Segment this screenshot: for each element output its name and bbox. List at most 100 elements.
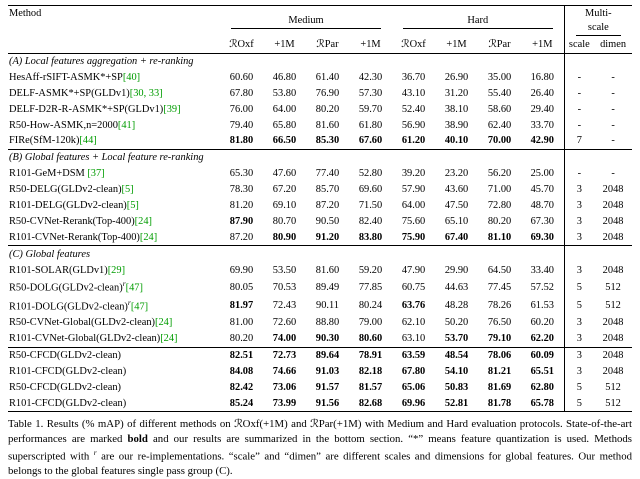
citation-link[interactable]: [24]	[160, 333, 178, 345]
value-cell: 82.42	[229, 381, 254, 393]
section-header-filler	[563, 52, 633, 70]
value-cell: 55.40	[487, 87, 512, 99]
section-header-filler	[563, 245, 633, 263]
method-cell: R50-DELG(GLDv2-clean)[5]	[8, 182, 220, 198]
value-cell: 38.90	[444, 119, 469, 131]
value-cell: 64.00	[272, 103, 297, 115]
citation-link[interactable]: [24]	[134, 215, 152, 227]
value-cell: 75.90	[401, 231, 426, 243]
table-row: R101-DELG(GLDv2-clean)[5] 81.20 69.10 87.20…	[8, 197, 632, 214]
value-cell: 72.80	[487, 200, 512, 211]
value-cell: 42.90	[530, 135, 554, 147]
value-cell: 2048	[602, 215, 624, 227]
value-cell: 80.24	[358, 300, 383, 312]
value-cell: 56.90	[401, 119, 426, 131]
value-cell: 47.90	[401, 264, 426, 276]
value-cell: 61.80	[358, 119, 383, 131]
citation-link[interactable]: [44]	[79, 135, 97, 147]
value-cell: 67.80	[401, 365, 426, 377]
value-cell: 70.00	[487, 135, 512, 147]
value-cell: 2048	[602, 264, 624, 276]
citation-link[interactable]: [39]	[163, 103, 181, 115]
citation-link[interactable]: [47]	[125, 282, 143, 294]
column-header: dimen	[600, 39, 627, 51]
value-cell: 81.97	[229, 300, 254, 312]
value-cell: 81.20	[229, 200, 254, 211]
value-cell: 80.20	[315, 103, 340, 115]
table-row: R50-CFCD(GLDv2-clean) 82.51 72.73 89.64 78.9…	[8, 346, 633, 364]
value-cell: -	[563, 85, 595, 102]
method-cell: R101-CVNet-Global(GLDv2-clean)[24]	[8, 331, 220, 347]
value-cell: 78.30	[229, 184, 254, 196]
caption-segment: r	[93, 447, 97, 457]
citation-link[interactable]: [47]	[130, 301, 149, 313]
value-cell: 47.60	[272, 168, 297, 180]
value-cell: 3	[563, 346, 595, 364]
value-cell: 3	[563, 330, 595, 348]
value-cell: 57.52	[530, 281, 554, 293]
value-cell: 85.70	[315, 184, 340, 196]
method-cell: DELF-ASMK*+SP(GLDv1)[30, 33]	[8, 86, 220, 102]
value-cell: 65.30	[229, 168, 254, 180]
value-cell: 67.40	[444, 231, 469, 243]
citation-link[interactable]: [41]	[117, 119, 136, 131]
column-header-method: Method	[9, 8, 42, 20]
table-row: R101-CFCD(GLDv2-clean) 85.24 73.99 91.56 82.…	[8, 395, 632, 412]
value-cell: 3	[563, 262, 595, 279]
value-cell: 73.06	[272, 381, 297, 393]
value-cell: 87.20	[229, 231, 254, 243]
citation-link[interactable]: [30, 33]	[129, 87, 163, 99]
value-cell: 91.20	[315, 231, 340, 243]
value-cell: 80.70	[272, 215, 297, 227]
citation-link[interactable]: [5]	[121, 184, 134, 196]
value-cell: 2048	[602, 333, 624, 345]
value-cell: 78.91	[349, 346, 393, 364]
value-cell: 43.10	[401, 87, 426, 99]
citation-link[interactable]: [29]	[107, 264, 126, 276]
value-cell: 85.24	[229, 397, 254, 409]
method-name: DELF-ASMK*+SP(GLDv1)	[9, 87, 130, 99]
column-group-header: Hard	[392, 6, 564, 37]
method-cell: HesAff-rSIFT-ASMK*+SP[40]	[8, 70, 220, 86]
value-cell: 80.05	[229, 281, 254, 293]
value-cell: 64.00	[401, 200, 426, 211]
table-row: DELF-ASMK*+SP(GLDv1)[30, 33] 67.80 53.80 76…	[8, 85, 632, 102]
table-row: R50-CVNet-Global(GLDv2-clean)[24] 81.00 72…	[8, 314, 632, 331]
value-cell: 62.10	[401, 317, 426, 329]
value-cell: 57.90	[401, 184, 426, 196]
value-cell: 60.20	[530, 317, 554, 329]
value-cell: 3	[563, 229, 595, 246]
method-name: R101-DELG(GLDv2-clean)	[9, 200, 127, 211]
value-cell: 25.00	[530, 168, 554, 180]
method-cell: DELF-D2R-R-ASMK*+SP(GLDv1)[39]	[8, 101, 220, 117]
citation-link[interactable]: [40]	[122, 71, 141, 83]
value-cell: 42.30	[358, 71, 383, 83]
value-cell: 33.70	[530, 119, 554, 131]
citation-link[interactable]: [5]	[126, 200, 139, 211]
table-row: R50-DOLG(GLDv2-clean)r[47] 80.05 70.53 89.4…	[8, 278, 632, 297]
value-cell: 29.90	[444, 264, 469, 276]
column-header: ℛPar	[488, 39, 511, 51]
value-cell: 56.20	[487, 168, 512, 180]
value-cell: 45.70	[530, 184, 554, 196]
method-name: R50-CVNet-Rerank(Top-400)	[9, 215, 135, 227]
value-cell: 81.60	[315, 264, 340, 276]
value-cell: 77.45	[487, 281, 512, 293]
value-cell: 16.80	[530, 71, 554, 83]
section-title: (C) Global features	[8, 245, 565, 263]
value-cell: 82.51	[220, 346, 263, 364]
value-cell: 3	[563, 213, 595, 230]
value-cell: -	[611, 168, 615, 180]
caption-segment: and our results are summarized in the bo…	[8, 433, 632, 463]
value-cell: 81.21	[487, 365, 512, 377]
method-name: R50-DELG(GLDv2-clean)	[9, 184, 122, 196]
citation-link[interactable]: [37]	[87, 168, 105, 180]
table-row: R101-DOLG(GLDv2-clean)r[47] 81.97 72.43 90.…	[8, 296, 632, 315]
method-cell: R101-CFCD(GLDv2-clean)	[8, 395, 220, 411]
value-cell: 60.75	[401, 281, 426, 293]
citation-link[interactable]: [24]	[155, 317, 173, 329]
value-cell: 31.20	[444, 87, 469, 99]
value-cell: 2048	[602, 365, 624, 377]
value-cell: 70.53	[272, 281, 297, 293]
citation-link[interactable]: [24]	[139, 231, 158, 243]
